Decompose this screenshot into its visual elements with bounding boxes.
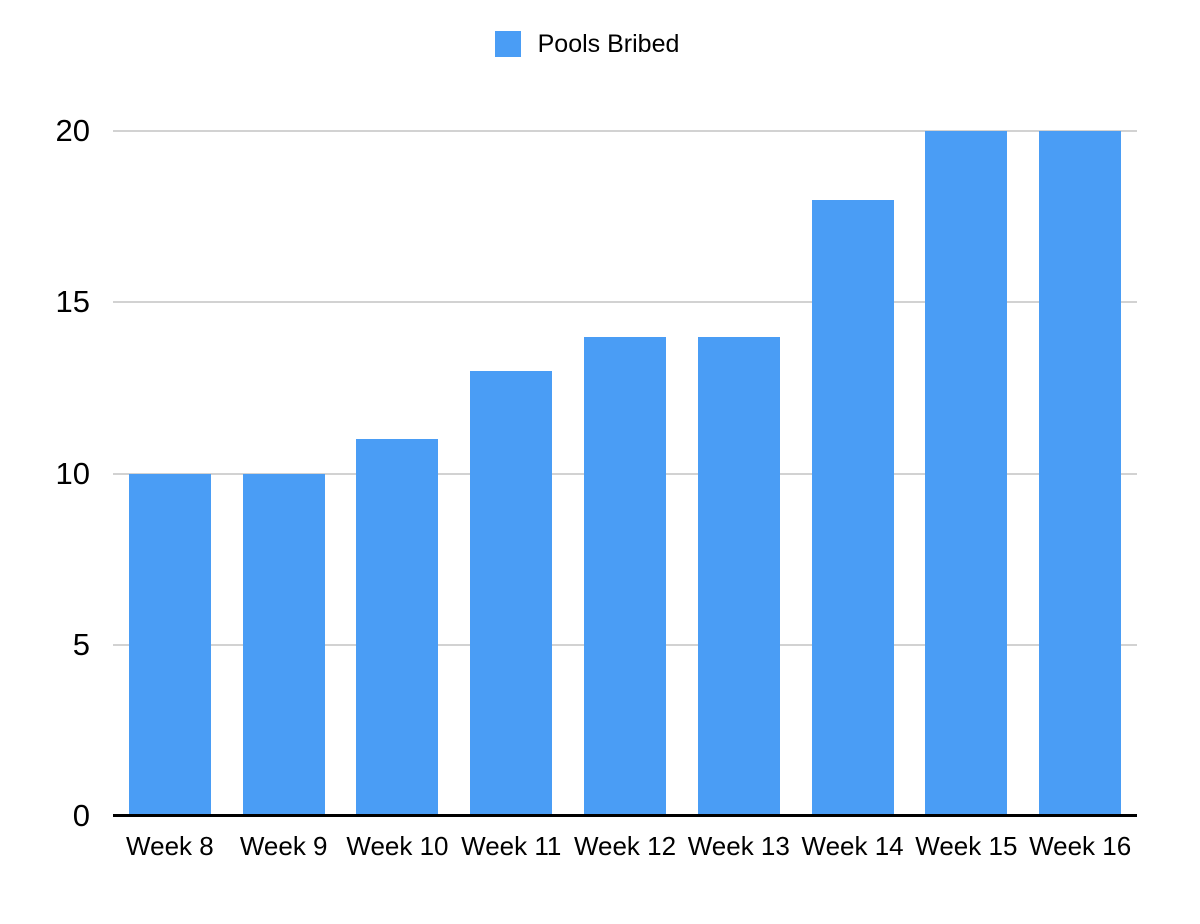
x-tick-label-week-14: Week 14 [801, 831, 904, 861]
bar-slot-week-13 [682, 131, 796, 816]
bar-week-15 [925, 131, 1008, 816]
gridline-15 [113, 301, 1137, 304]
x-tick-label-week-10: Week 10 [346, 831, 449, 861]
bar-week-13 [697, 336, 780, 816]
x-tick-label-week-8: Week 8 [126, 831, 214, 861]
plot-area [113, 130, 1137, 817]
bar-week-16 [1039, 131, 1122, 816]
bar-week-9 [242, 473, 325, 816]
bar-slot-week-12 [568, 131, 682, 816]
bar-week-14 [811, 199, 894, 816]
y-tick-label-15: 15 [55, 284, 90, 320]
bar-slot-week-14 [796, 131, 910, 816]
x-tick-label-week-15: Week 15 [915, 831, 1018, 861]
x-tick-label-week-13: Week 13 [687, 831, 790, 861]
bar-week-12 [584, 336, 666, 816]
y-tick-label-0: 0 [72, 798, 90, 833]
bar-slot-week-15 [909, 131, 1023, 816]
y-tick-label-20: 20 [55, 113, 90, 148]
legend-label: Pools Bribed [537, 30, 680, 58]
legend-swatch-icon [494, 31, 521, 57]
bar-week-10 [356, 439, 439, 816]
x-tick-label-week-11: Week 11 [461, 831, 562, 861]
y-axis-labels: 0 5 10 15 20 [0, 0, 90, 924]
y-tick-label-10: 10 [55, 455, 90, 491]
bar-slot-week-8 [113, 131, 227, 816]
bars [113, 131, 1137, 816]
x-tick-label-week-9: Week 9 [239, 831, 328, 861]
bar-slot-week-16 [1023, 131, 1137, 816]
legend: Pools Bribed [0, 31, 1174, 57]
x-tick-label-week-16: Week 16 [1029, 831, 1132, 861]
x-axis-line [113, 814, 1137, 817]
y-tick-label-5: 5 [72, 626, 90, 662]
bar-week-11 [470, 370, 553, 816]
bar-slot-week-9 [227, 131, 341, 816]
gridline-20 [113, 130, 1137, 132]
bar-slot-week-11 [454, 131, 568, 816]
x-axis-labels: Week 8 Week 9 Week 10 Week 11 Week 12 Week 13… [113, 830, 1137, 862]
bar-slot-week-10 [341, 131, 455, 816]
x-tick-label-week-12: Week 12 [573, 831, 677, 861]
bar-week-8 [128, 473, 211, 816]
